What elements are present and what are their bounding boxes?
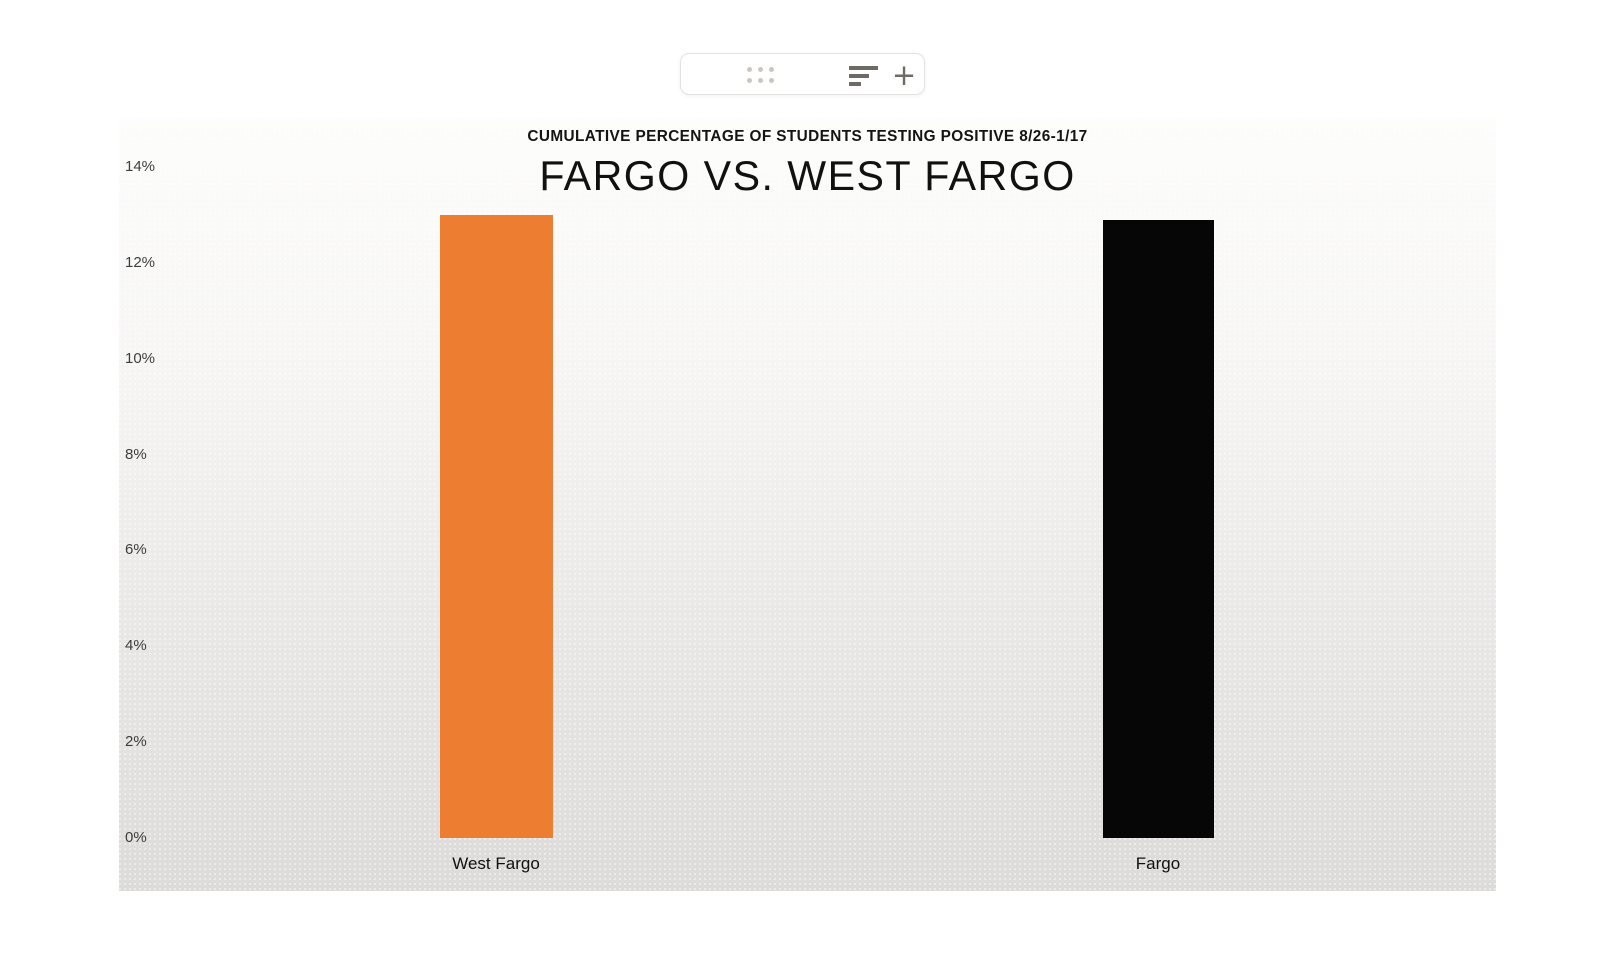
y-axis-tick-label: 0% (125, 829, 147, 846)
drag-dot (769, 67, 774, 72)
y-axis-tick-label: 10% (125, 350, 156, 367)
bar-chart: CUMULATIVE PERCENTAGE OF STUDENTS TESTIN… (119, 118, 1496, 891)
y-axis-tick-label: 2% (125, 733, 147, 750)
chart-title: FARGO VS. WEST FARGO (539, 152, 1076, 199)
y-axis-tick-label: 12% (125, 254, 156, 271)
bar[interactable] (440, 215, 553, 838)
y-axis-tick-label: 8% (125, 446, 147, 463)
drag-dot (769, 78, 774, 83)
bar[interactable] (1103, 220, 1214, 838)
drag-dot (747, 78, 752, 83)
drag-dot (758, 67, 763, 72)
drag-dot (747, 67, 752, 72)
y-axis-tick-label: 4% (125, 637, 147, 654)
x-axis-category-label: West Fargo (452, 854, 540, 873)
y-axis-tick-label: 14% (125, 158, 156, 175)
x-axis-category-label: Fargo (1135, 854, 1181, 873)
sort-bar (849, 82, 861, 86)
y-axis-tick-label: 6% (125, 541, 147, 558)
sort-bars-icon[interactable] (849, 66, 878, 87)
chart-toolbar: + (680, 53, 925, 95)
sort-bar (849, 66, 878, 70)
chart-supertitle: CUMULATIVE PERCENTAGE OF STUDENTS TESTIN… (527, 128, 1088, 145)
plus-icon[interactable]: + (891, 58, 917, 92)
sort-bar (849, 74, 869, 78)
drag-dot (758, 78, 763, 83)
drag-handle-icon[interactable] (747, 67, 774, 83)
